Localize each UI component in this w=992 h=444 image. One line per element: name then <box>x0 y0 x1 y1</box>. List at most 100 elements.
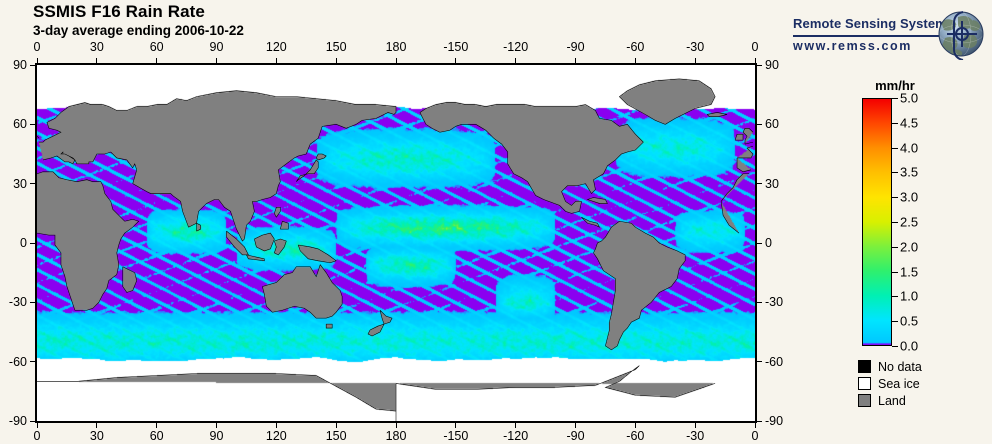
lon-tick-bot <box>96 423 98 428</box>
legend-item: Sea ice <box>858 375 922 392</box>
coastline <box>274 239 286 255</box>
lon-label-top: 60 <box>149 40 164 54</box>
lon-label-top: 150 <box>325 40 347 54</box>
coastline <box>296 160 318 182</box>
coastline <box>37 172 139 310</box>
colorbar-tick <box>892 272 898 273</box>
lon-tick-top <box>216 58 217 63</box>
coastline-overlay <box>37 65 755 421</box>
lon-tick-top <box>515 58 517 63</box>
legend-label: Land <box>878 393 906 408</box>
lat-label-right: 60 <box>765 117 779 132</box>
lon-label-bot: 0 <box>33 429 41 443</box>
coastline <box>197 223 201 231</box>
coastline <box>735 134 743 140</box>
lon-tick-top <box>395 58 397 63</box>
globe-crosshair-icon <box>938 11 984 60</box>
legend-item: Land <box>858 392 922 409</box>
lon-label-bot: -30 <box>686 429 705 443</box>
lon-tick-bot <box>455 423 457 428</box>
lon-label-bot: 180 <box>385 429 407 443</box>
lat-label-left: -30 <box>8 295 27 310</box>
colorbar-tick-label: 4.0 <box>900 140 919 156</box>
coastline <box>737 146 753 158</box>
lat-label-left: -90 <box>8 414 27 428</box>
coastline <box>37 136 39 138</box>
lon-tick-top <box>575 58 576 63</box>
lon-label-top: 180 <box>385 40 407 54</box>
lon-label-bot: 0 <box>751 429 759 443</box>
lon-label-bot: 90 <box>209 429 224 443</box>
lon-label-top: -150 <box>443 40 469 54</box>
colorbar-tick <box>892 172 898 173</box>
lat-label-right: 30 <box>765 176 779 191</box>
coastline <box>39 91 396 241</box>
colorbar-tick <box>892 197 898 198</box>
colorbar-tick-label: 2.0 <box>900 239 919 255</box>
coastline <box>368 324 384 336</box>
coastline <box>326 324 332 328</box>
coastline <box>380 310 392 324</box>
colorbar-tick-label: 1.0 <box>900 288 919 304</box>
lat-tick-right <box>757 64 762 66</box>
coastline <box>262 265 342 318</box>
coastline <box>226 231 248 255</box>
colorbar-tick-label: 3.0 <box>900 189 919 205</box>
lat-tick-left <box>30 242 35 244</box>
lat-label-right: -90 <box>765 414 784 428</box>
coastline <box>721 174 749 202</box>
lon-label-bot: 30 <box>89 429 104 443</box>
coastline <box>743 128 753 144</box>
lon-tick-bot <box>36 423 38 428</box>
lon-label-bot: -150 <box>443 429 469 443</box>
legend-item: No data <box>858 358 922 375</box>
rss-logo[interactable]: Remote Sensing Systems www.remss.com <box>793 8 992 60</box>
legend-swatch <box>858 377 871 390</box>
lon-label-bot: 120 <box>265 429 287 443</box>
lat-label-left: 30 <box>13 176 27 191</box>
lon-tick-top <box>275 58 277 63</box>
lon-label-bot: 150 <box>325 429 347 443</box>
lon-tick-top <box>754 58 756 63</box>
lon-tick-bot <box>515 423 517 428</box>
lat-label-right: 90 <box>765 58 779 72</box>
lon-label-top: -30 <box>686 40 705 54</box>
colorbar-tick-label: 2.5 <box>900 214 919 230</box>
coastline <box>737 158 751 172</box>
lon-tick-bot <box>634 423 636 428</box>
lat-tick-right <box>757 301 762 303</box>
lat-tick-left <box>30 301 35 303</box>
coastline <box>721 201 739 233</box>
coastline <box>123 267 137 293</box>
coastline <box>316 154 326 160</box>
lon-tick-top <box>156 58 158 63</box>
lon-label-top: 90 <box>209 40 224 54</box>
lat-label-right: 0 <box>765 236 772 250</box>
lat-tick-left <box>30 361 35 363</box>
colorbar-tick-label: 1.5 <box>900 264 919 280</box>
lon-tick-bot <box>754 423 756 428</box>
lon-tick-bot <box>275 423 277 428</box>
lat-label-right: -30 <box>765 295 784 310</box>
lat-tick-right <box>757 242 762 244</box>
coastline <box>420 103 643 214</box>
coastline <box>37 374 396 421</box>
lon-label-top: 120 <box>265 40 287 54</box>
lat-tick-right <box>757 420 762 422</box>
lon-label-bot: -90 <box>566 429 585 443</box>
colorbar[interactable] <box>862 98 892 346</box>
lat-label-left: 60 <box>13 117 27 132</box>
coastline <box>593 221 685 350</box>
colorbar-tick <box>892 346 898 347</box>
colorbar-tick <box>892 296 898 297</box>
lat-label-left: 90 <box>13 58 27 72</box>
lon-label-top: -90 <box>566 40 585 54</box>
legend-swatch <box>858 394 871 407</box>
lon-tick-bot <box>156 423 158 428</box>
rain-rate-map[interactable] <box>35 63 757 423</box>
lon-tick-top <box>36 58 38 63</box>
title-block: SSMIS F16 Rain Rate 3-day average ending… <box>33 2 244 39</box>
lon-tick-bot <box>335 423 337 428</box>
legend-label: Sea ice <box>878 376 920 391</box>
lon-tick-bot <box>694 423 696 428</box>
